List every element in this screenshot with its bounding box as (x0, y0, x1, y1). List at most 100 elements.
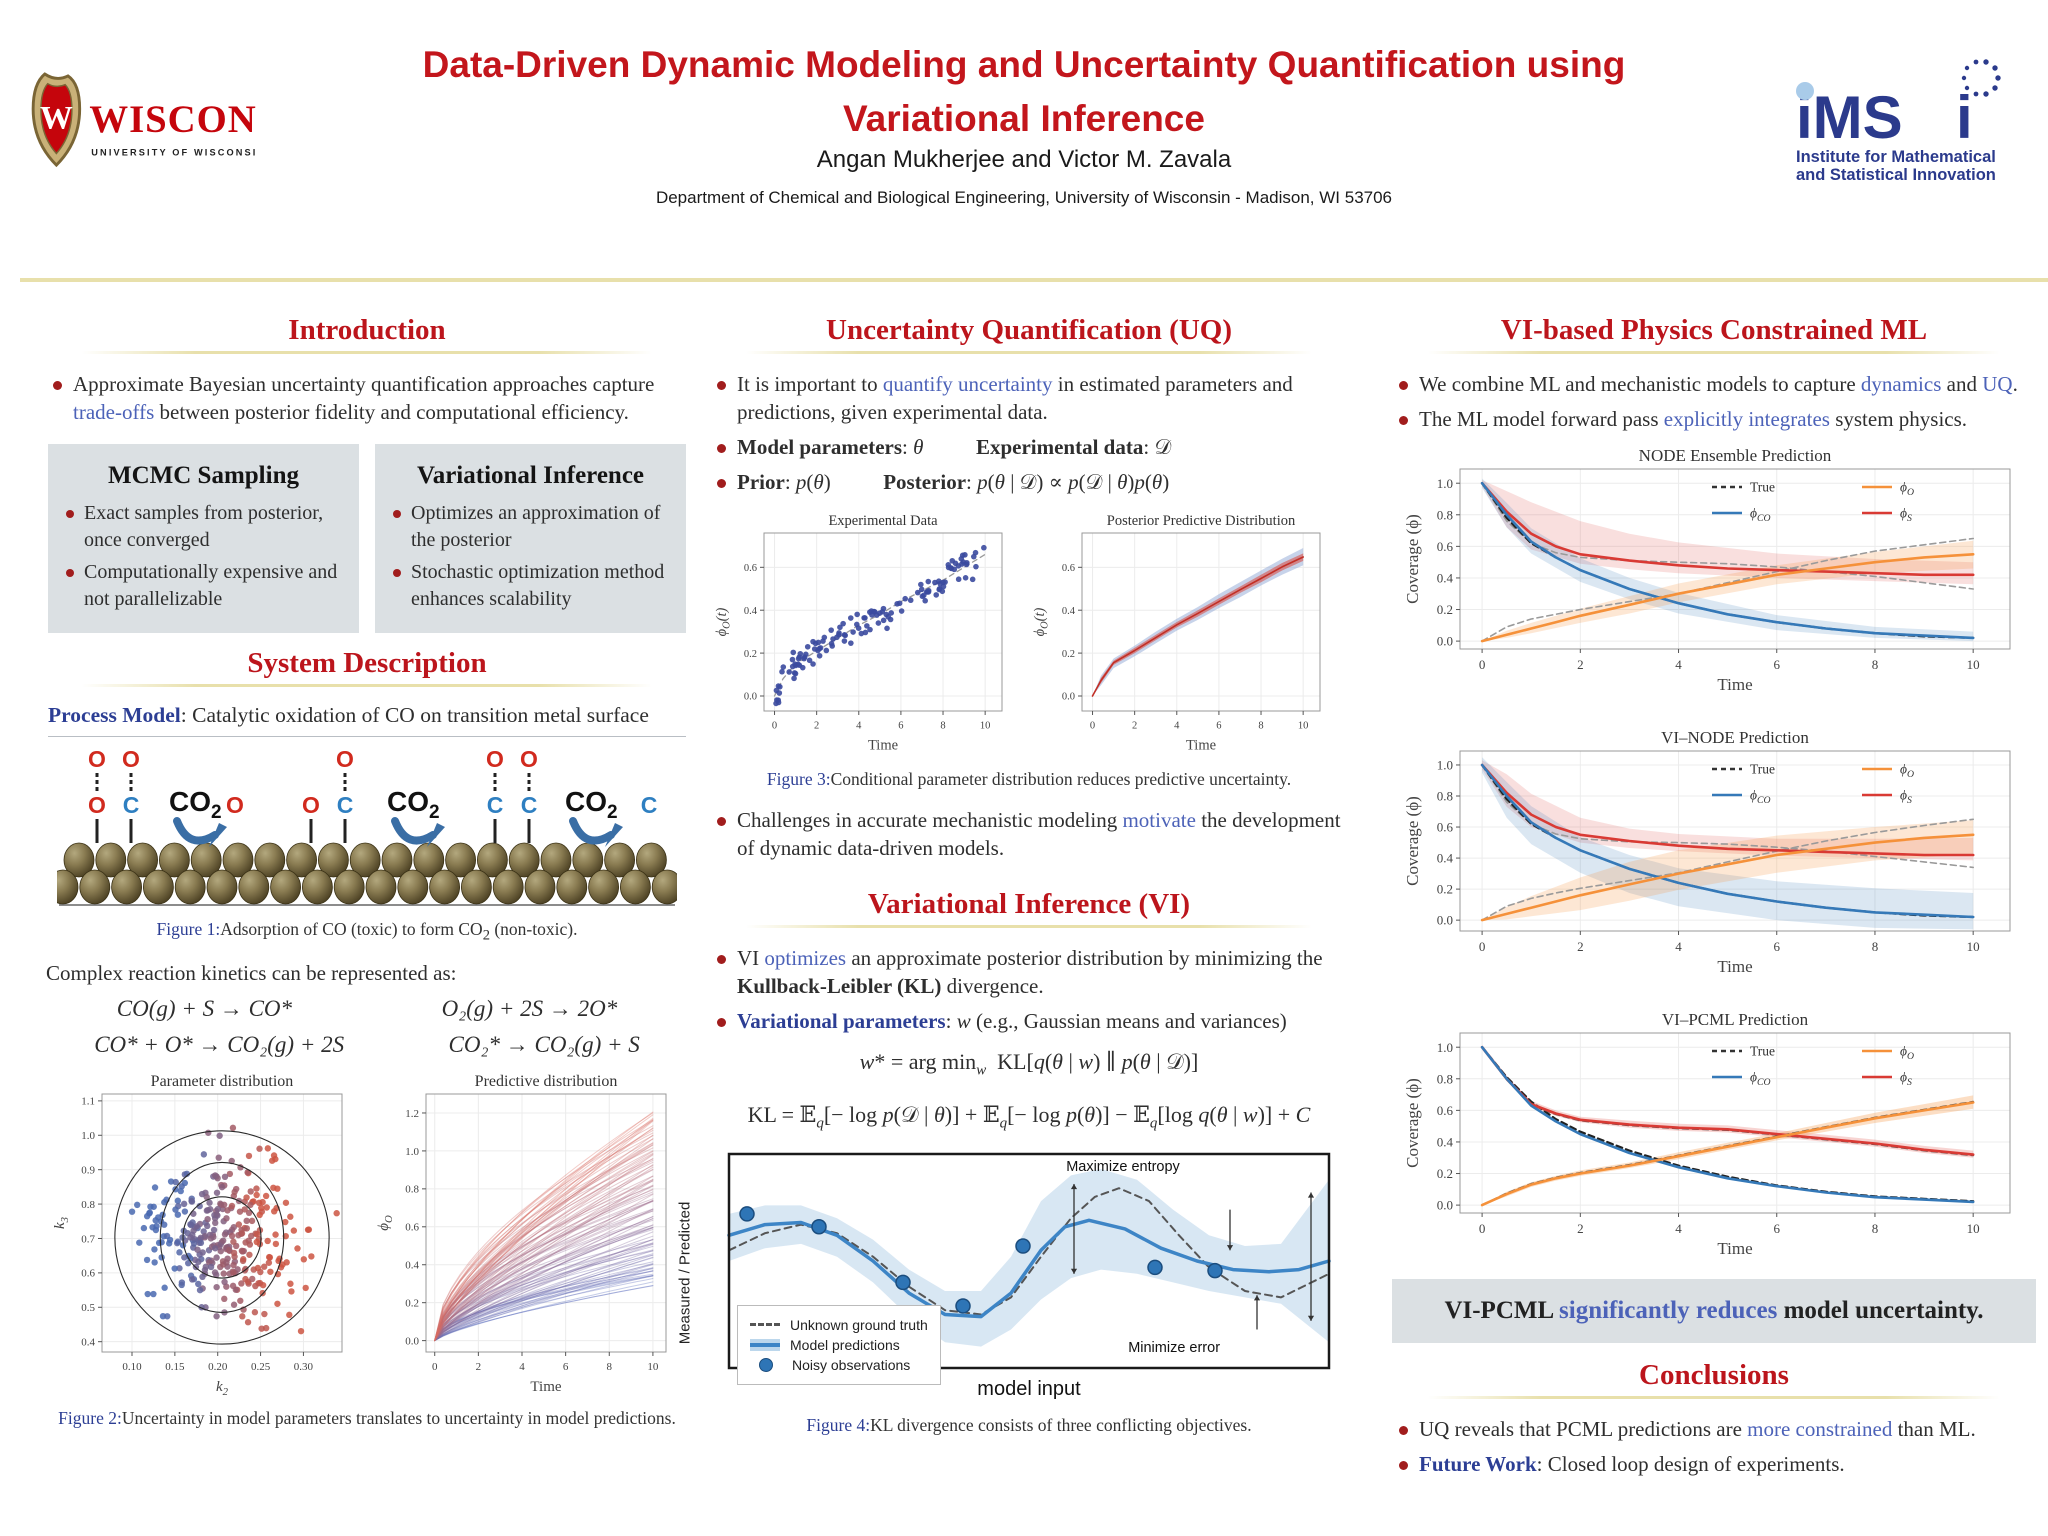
svg-text:8: 8 (607, 1361, 613, 1373)
mcmc-bullet-2: Computationally expensive and not parall… (62, 559, 345, 613)
svg-text:4: 4 (1675, 657, 1682, 672)
dashed-line-icon (750, 1323, 780, 1327)
legend-obs-label: Noisy observations (792, 1356, 911, 1373)
svg-text:O: O (122, 746, 140, 772)
svg-text:10: 10 (647, 1361, 659, 1373)
svg-text:0.6: 0.6 (1437, 539, 1454, 554)
system-heading: System Description (247, 647, 487, 680)
svg-text:0.5: 0.5 (81, 1302, 95, 1314)
svg-text:k3: k3 (52, 1216, 71, 1229)
parameter-distribution-chart: 0.10 0.15 0.20 0.25 0.30 0.4 0.5 0.6 0.7 0.8 0.9 1.… (52, 1073, 343, 1398)
pcml-bullet-1: We combine ML and mechanistic models to … (1392, 370, 2036, 398)
imsi-wordmark-b: i (1956, 84, 1973, 151)
intro-bullet: Approximate Bayesian uncertainty quantif… (46, 370, 688, 426)
svg-text:8: 8 (1872, 939, 1879, 954)
svg-text:1.0: 1.0 (81, 1130, 95, 1142)
legend-row-obs: Noisy observations (750, 1357, 928, 1373)
svg-text:0.0: 0.0 (744, 691, 757, 702)
conclusions-underline (1428, 1396, 2000, 1400)
mcmc-bullet-1: Exact samples from posterior, once conve… (62, 500, 345, 554)
equation-2a: CO* + O* → CO₂(g) + 2S (94, 1031, 345, 1057)
svg-text:C: C (641, 792, 658, 818)
svg-text:O: O (226, 792, 244, 818)
svg-text:2: 2 (814, 720, 819, 731)
pcml-heading: VI-based Physics Constrained ML (1500, 314, 1928, 346)
svg-text:ϕO(t): ϕO(t) (1032, 607, 1051, 636)
svg-text:1.0: 1.0 (1437, 1040, 1453, 1055)
figure4-caption: Figure 4:KL divergence consists of three… (806, 1414, 1252, 1435)
svg-text:0: 0 (772, 720, 777, 731)
svg-text:0: 0 (432, 1361, 438, 1373)
method-boxes: MCMC Sampling Exact samples from posteri… (48, 444, 686, 634)
kinetics-equations-row1: CO(g) + S → CO* O₂(g) + 2S → 2O* (42, 996, 692, 1022)
mcmc-box: MCMC Sampling Exact samples from posteri… (48, 444, 359, 634)
uq-bullet-4: Challenges in accurate mechanistic model… (710, 806, 1348, 862)
svg-text:ϕO: ϕO (376, 1215, 395, 1231)
uq-bullet-2: Model parameters: θ Experimental data: 𝒟 (710, 433, 1348, 461)
svg-text:ϕO: ϕO (1900, 480, 1914, 498)
svg-text:Posterior Predictive Distribut: Posterior Predictive Distribution (1107, 513, 1296, 529)
svg-text:0.8: 0.8 (405, 1184, 419, 1196)
svg-text:10: 10 (1967, 1221, 1980, 1236)
vi-equation-kl: KL = 𝔼q[− log p(𝒟 | θ)] + 𝔼q[− log p(θ)]… (747, 1101, 1311, 1131)
pcml-underline (1428, 351, 2000, 354)
svg-text:2: 2 (476, 1361, 482, 1373)
svg-text:0.30: 0.30 (294, 1361, 314, 1373)
svg-text:Time: Time (530, 1379, 561, 1395)
svg-text:True: True (1750, 762, 1775, 777)
svg-text:0.25: 0.25 (251, 1361, 271, 1373)
svg-text:0: 0 (1479, 939, 1486, 954)
svg-text:1.0: 1.0 (405, 1146, 419, 1158)
svg-text:O: O (336, 746, 354, 772)
vi-heading: Variational Inference (VI) (867, 887, 1191, 920)
poster-title-line2: Variational Inference (843, 97, 1205, 139)
figure4-ylabel: Measured / Predicted (676, 1202, 694, 1345)
vi-equation-wstar: w* = arg minw KL[q(θ | w) ∥ p(θ | 𝒟)] (859, 1049, 1199, 1079)
svg-text:0.2: 0.2 (1437, 882, 1453, 897)
svg-text:ϕS: ϕS (1900, 1070, 1912, 1088)
vi-bullet-1: Optimizes an approximation of the poster… (389, 500, 672, 554)
imsi-logo: iMS i Institute for Mathematical and Sta… (1796, 59, 2001, 184)
legend-row-truth: Unknown ground truth (750, 1317, 928, 1333)
legend-row-model: Model predictions (750, 1337, 928, 1353)
equation-1b: O₂(g) + 2S → 2O* (441, 995, 618, 1021)
svg-text:2: 2 (1577, 939, 1584, 954)
svg-text:Coverage (ϕ): Coverage (ϕ) (1403, 514, 1422, 604)
intro-underline (82, 351, 652, 354)
vi-pcml-chart: 0 2 4 6 8 10 0.0 0.2 0.4 0.6 0.8 1.0 VI–PCML Predict… (1403, 1010, 2011, 1258)
svg-text:0.4: 0.4 (405, 1260, 419, 1272)
svg-text:ϕS: ϕS (1900, 788, 1912, 806)
equation-1a: CO(g) + S → CO* (116, 995, 293, 1021)
svg-text:0.0: 0.0 (1437, 913, 1453, 928)
svg-text:0.6: 0.6 (744, 562, 757, 573)
svg-text:0.4: 0.4 (1062, 605, 1076, 616)
svg-text:0.8: 0.8 (81, 1199, 95, 1211)
svg-text:10: 10 (1967, 939, 1980, 954)
svg-text:0.6: 0.6 (1437, 1103, 1454, 1118)
svg-text:ϕCO: ϕCO (1750, 1070, 1771, 1088)
maximize-entropy-label: Maximize entropy (1066, 1158, 1180, 1175)
svg-text:ϕO(t): ϕO(t) (714, 607, 733, 636)
vi-node-chart: 0 2 4 6 8 10 0.0 0.2 0.4 0.6 0.8 1.0 VI–NODE Predict… (1403, 728, 2011, 976)
kl-objectives-diagram (727, 1152, 1331, 1370)
vi-bullet-2: Stochastic optimization method enhances … (389, 559, 672, 613)
figure1-caption: Figure 1:Adsorption of CO (toxic) to for… (156, 919, 578, 944)
svg-text:Time: Time (868, 737, 898, 753)
svg-text:0.2: 0.2 (1437, 1166, 1453, 1181)
svg-text:0.8: 0.8 (1437, 508, 1453, 523)
svg-text:0.4: 0.4 (81, 1336, 95, 1348)
svg-text:1.1: 1.1 (81, 1096, 95, 1108)
svg-text:0.6: 0.6 (1437, 820, 1454, 835)
svg-text:1.0: 1.0 (1437, 758, 1453, 773)
svg-text:Experimental Data: Experimental Data (828, 513, 938, 529)
conclusions-bullet-2: Future Work: Closed loop design of exper… (1392, 1450, 2036, 1478)
uw-wordmark: WISCONSIN (89, 98, 258, 141)
svg-text:ϕO: ϕO (1900, 762, 1914, 780)
svg-text:6: 6 (1773, 939, 1780, 954)
vi-box: Variational Inference Optimizes an appro… (375, 444, 686, 634)
result-box: VI-PCML significantly reduces model unce… (1392, 1279, 2036, 1344)
svg-text:1.2: 1.2 (405, 1108, 419, 1120)
poster-title: Data-Driven Dynamic Modeling and Uncerta… (280, 38, 1768, 145)
figure2: 0.10 0.15 0.20 0.25 0.30 0.4 0.5 0.6 0.7 0.8 0.9 1.… (42, 1068, 692, 1400)
svg-text:0.2: 0.2 (1437, 602, 1453, 617)
